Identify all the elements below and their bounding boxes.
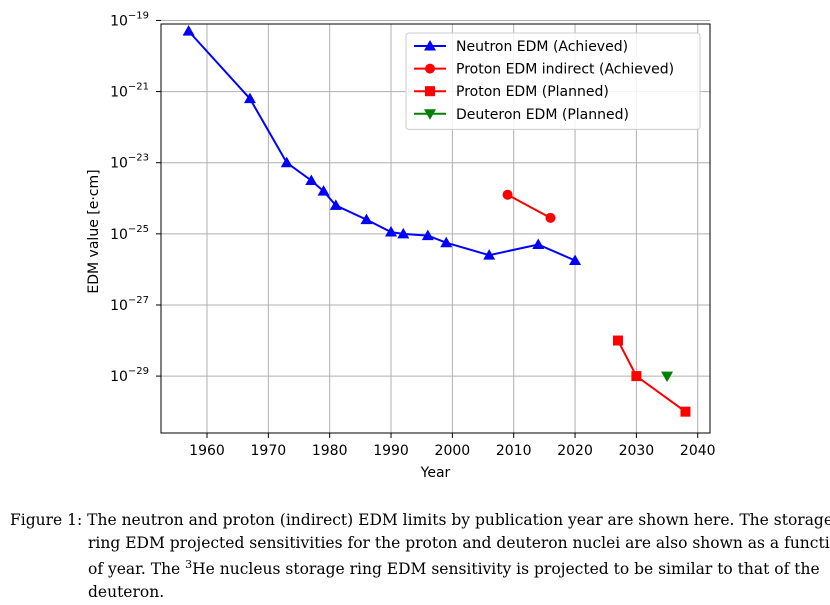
data-point [612,335,623,346]
legend-box [405,32,701,130]
caption-line-3: of year. The 3He nucleus storage ring ED… [10,554,830,581]
data-point [280,156,293,168]
caption-line-4: deuteron. [88,582,165,601]
legend-entry: Neutron EDM (Achieved) [414,39,628,55]
y-tick-label: 10−29 [110,366,149,385]
series-line-1 [507,193,551,219]
data-point [397,227,410,239]
x-tick-label: 1960 [189,443,225,459]
legend-entry: Deuteron EDM (Planned) [414,107,629,123]
legend-marker [425,86,435,97]
data-point [243,92,256,104]
data-point [569,254,582,266]
x-axis-label: Year [420,465,451,481]
data-point [305,174,318,185]
data-point [545,212,556,223]
x-tick-label: 2020 [557,443,593,459]
data-point [440,236,453,248]
y-tick-label: 10−27 [110,295,149,314]
data-point [317,185,330,196]
x-tick-label: 1990 [373,443,409,459]
series-markers [182,25,691,417]
data-point [182,25,195,36]
data-point [502,189,513,200]
data-point [483,249,496,260]
y-tick-label: 10−19 [110,10,149,29]
legend-entry: Proton EDM (Planned) [414,84,609,100]
data-point [680,406,691,417]
caption-label: Figure 1: [10,511,83,529]
legend-marker [425,63,435,74]
legend-marker [424,109,436,120]
x-tick-label: 2030 [619,443,655,459]
x-tick-label: 1970 [251,443,287,459]
caption-superscript: 3 [185,558,193,571]
data-point [329,199,342,210]
y-tick-label: 10−25 [110,224,149,243]
x-tick-label: 1980 [312,443,348,459]
y-tick-label: 10−21 [110,82,149,101]
edm-chart: 1960 1970 1980 1990 2000 2010 2020 2030 2040 10−… [86,10,716,481]
legend-entry: Proton EDM indirect (Achieved) [414,62,674,78]
x-axis-ticks: 1960 1970 1980 1990 2000 2010 2020 2030 2040 [189,433,716,459]
y-tick-label: 10−23 [110,153,149,172]
caption-text-3a: of year. The [88,560,186,579]
legend-label: Proton EDM indirect (Achieved) [456,62,674,78]
data-point [421,229,434,241]
legend-label: Proton EDM (Planned) [456,84,609,100]
legend-label: Deuteron EDM (Planned) [456,107,629,123]
caption-line-2: ring EDM projected sensitivities for the… [88,533,830,552]
y-axis-ticks: 10−19 10−21 10−23 10−25 10−27 10−29 [110,10,161,385]
legend-label: Neutron EDM (Achieved) [456,39,628,55]
legend: Neutron EDM (Achieved) Proton EDM indirec… [405,32,701,130]
caption-text-3b: He nucleus storage ring EDM sensitivity … [192,560,820,579]
caption-text-1: The neutron and proton (indirect) EDM li… [87,511,830,529]
data-point [661,371,674,383]
x-tick-label: 2010 [496,443,532,459]
plot-frame [160,23,711,434]
x-tick-label: 2000 [435,443,471,459]
figure-caption: Figure 1: The neutron and proton (indire… [10,509,830,603]
legend-marker [424,40,436,51]
y-axis-label: EDM value [e·cm] [86,169,102,293]
data-point [631,371,642,382]
caption-line-1: Figure 1: The neutron and proton (indire… [10,509,830,532]
data-point [532,238,545,250]
data-point [360,213,373,225]
data-point [385,226,398,237]
x-tick-label: 2040 [680,443,716,459]
